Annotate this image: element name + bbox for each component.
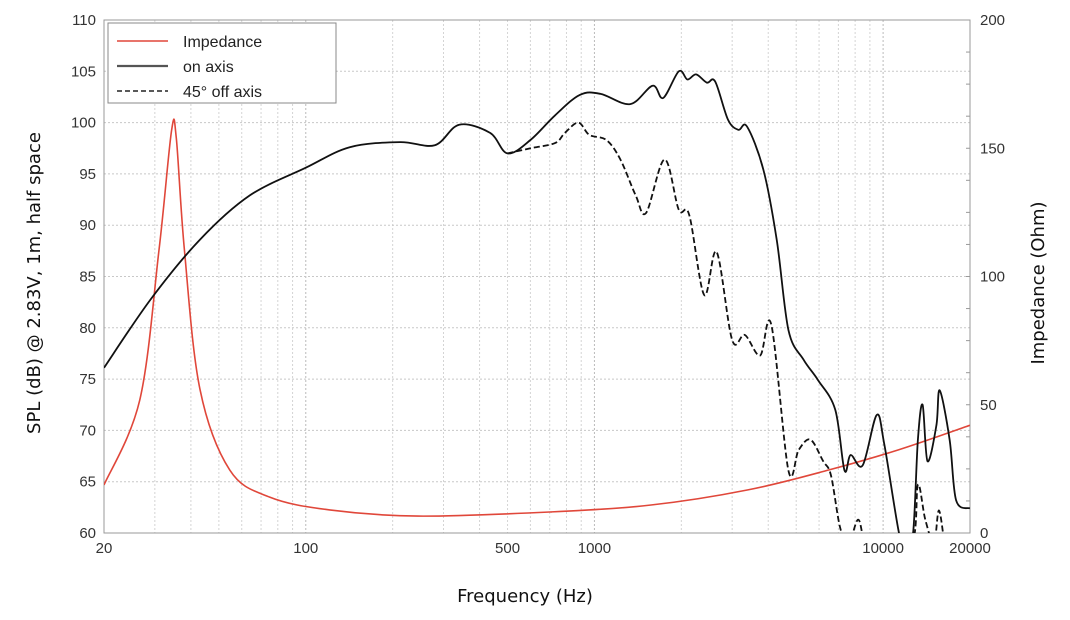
- y-tick-label: 95: [79, 166, 96, 183]
- y-tick-label: 65: [79, 474, 96, 491]
- y-tick-label: 80: [79, 320, 96, 337]
- x-tick-label: 20: [96, 540, 113, 557]
- legend-label-on-axis: on axis: [183, 59, 234, 76]
- x-tick-label: 500: [495, 540, 520, 557]
- y-tick-label: 105: [71, 63, 96, 80]
- tick-labels: 20 100 500 1000 10000 20000606570758085909510…: [71, 12, 1005, 557]
- y2-tick-label: 100: [980, 269, 1005, 286]
- y2-tick-label: 200: [980, 12, 1005, 29]
- legend-label-impedance: Impedance: [183, 34, 262, 51]
- impedance-curve: [104, 118, 970, 517]
- x-tick-label: 1000: [578, 540, 611, 557]
- y-tick-label: 75: [79, 371, 96, 388]
- y-tick-label: 110: [72, 12, 96, 29]
- y2-tick-label: 0: [980, 525, 988, 542]
- y-tick-label: 60: [79, 525, 96, 542]
- series-group: [104, 69, 970, 533]
- legend: Impedance on axis 45° off axis: [107, 22, 337, 104]
- y-tick-label: 100: [71, 115, 96, 132]
- off-axis-curve: [507, 121, 944, 533]
- y2-axis-label: Impedance (Ohm): [1028, 201, 1049, 364]
- y-tick-label: 70: [79, 422, 96, 439]
- y-tick-label: 90: [79, 217, 96, 234]
- on-axis-curve: [104, 69, 970, 533]
- y-axis-label: SPL (dB) @ 2.83V, 1m, half space: [24, 132, 45, 434]
- x-tick-label: 100: [293, 540, 318, 557]
- y-tick-label: 85: [79, 269, 96, 286]
- y2-tick-label: 150: [980, 140, 1005, 157]
- x-axis-label: Frequency (Hz): [457, 586, 593, 607]
- x-tick-label: 10000: [862, 540, 904, 557]
- legend-label-off-axis: 45° off axis: [183, 84, 262, 101]
- x-tick-label: 20000: [949, 540, 991, 557]
- legend-box: [107, 22, 337, 104]
- y2-tick-label: 50: [980, 397, 997, 414]
- plot-frame: [103, 19, 971, 534]
